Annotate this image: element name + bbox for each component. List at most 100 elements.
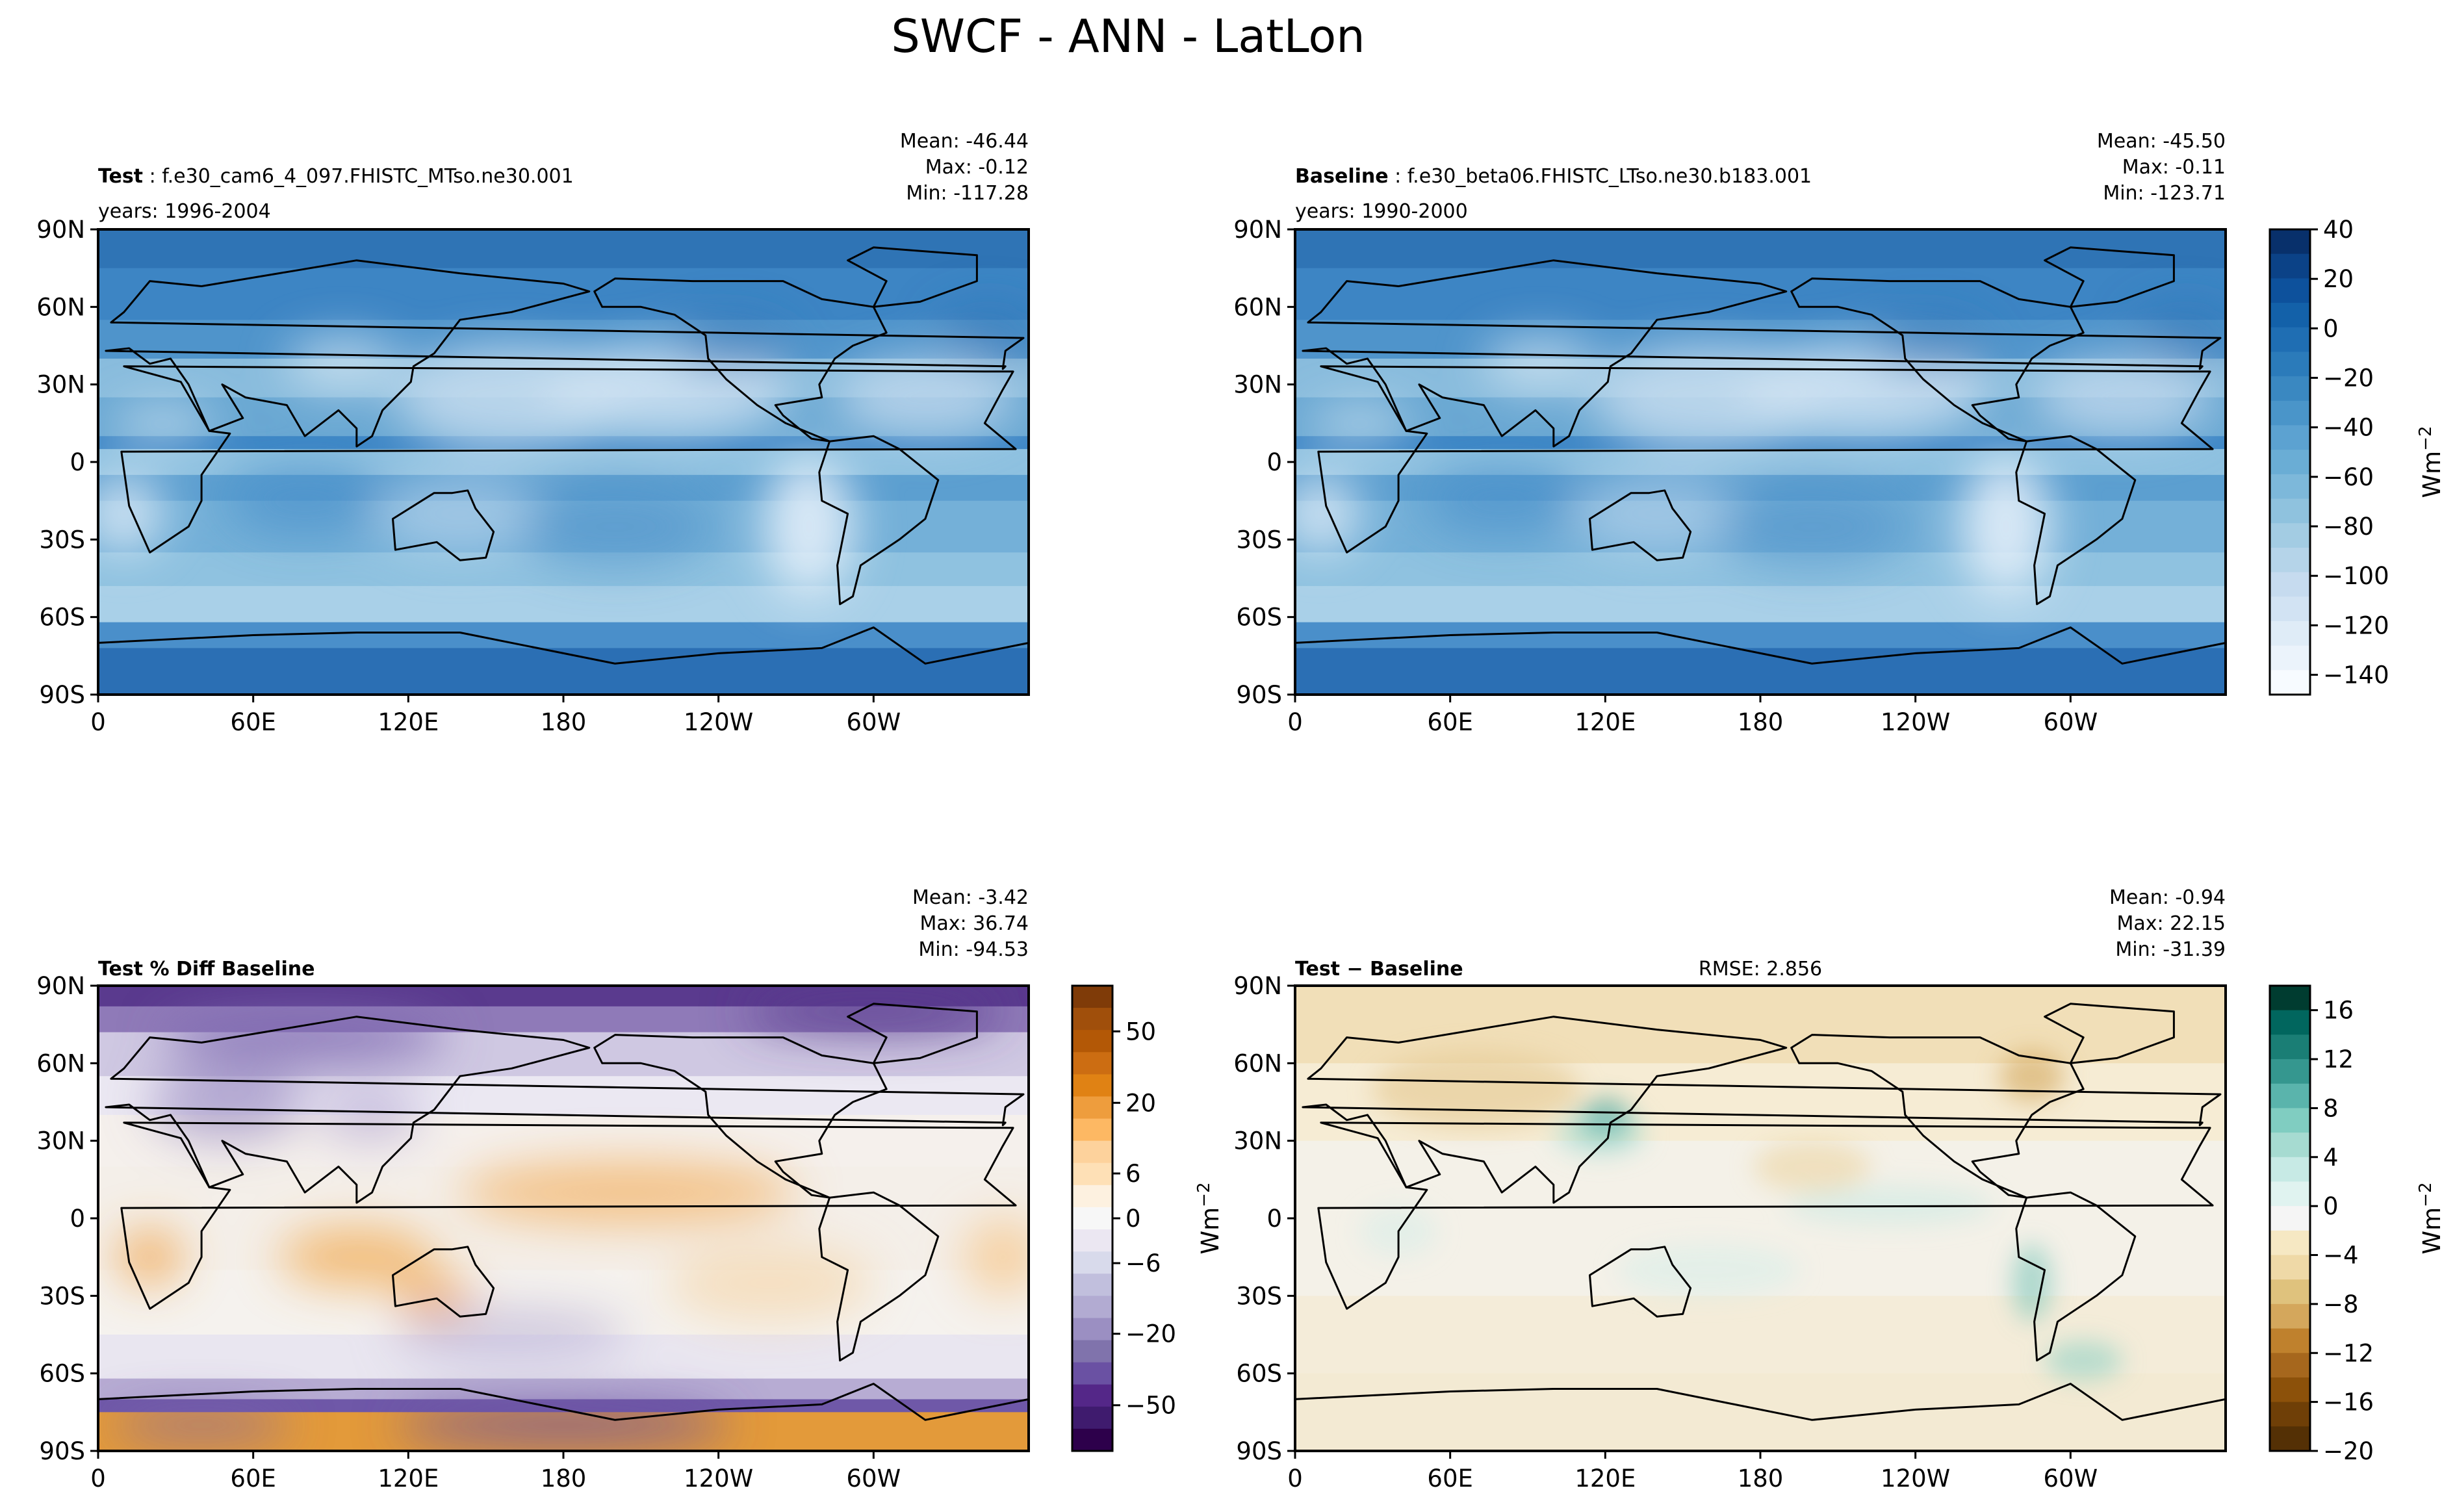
colorbar-swatch bbox=[2270, 425, 2310, 451]
panel-title: Test % Diff Baseline bbox=[98, 958, 315, 980]
colorbar-swatch bbox=[2270, 253, 2310, 279]
lat-tick-label: 30N bbox=[36, 371, 85, 399]
colorbar-swatch bbox=[1072, 1318, 1112, 1341]
lon-tick-label: 60E bbox=[230, 708, 276, 736]
colorbar-swatch bbox=[2270, 1034, 2310, 1060]
lat-tick-label: 30S bbox=[39, 526, 85, 554]
colorbar-swatch bbox=[1072, 1030, 1112, 1053]
colorbar-swatch bbox=[2270, 1328, 2310, 1354]
colorbar-swatch bbox=[2270, 670, 2310, 695]
panel-rmse: RMSE: 2.856 bbox=[1699, 958, 1822, 980]
panel-stat-max: Max: 36.74 bbox=[919, 912, 1029, 935]
colorbar-swatch bbox=[1072, 1207, 1112, 1231]
panel-case-name: : f.e30_cam6_4_097.FHISTC_MTso.ne30.001 bbox=[143, 165, 574, 188]
colorbar-swatch bbox=[2270, 1426, 2310, 1452]
colorbar-swatch bbox=[2270, 400, 2310, 426]
lon-tick-label: 120W bbox=[684, 1465, 753, 1493]
colorbar-tick-label: −8 bbox=[2323, 1290, 2359, 1318]
colorbar-swatch bbox=[2270, 1083, 2310, 1109]
lon-tick-label: 120W bbox=[1881, 708, 1950, 736]
panel-stat-min: Min: -123.71 bbox=[2103, 182, 2226, 205]
lon-tick-label: 180 bbox=[541, 1465, 587, 1493]
lon-tick-label: 60E bbox=[230, 1465, 276, 1493]
colorbar-tick-label: −20 bbox=[1125, 1320, 1176, 1348]
lon-tick-label: 60E bbox=[1427, 708, 1472, 736]
colorbar-tick-label: −12 bbox=[2323, 1339, 2374, 1367]
lon-tick-label: 120W bbox=[1881, 1465, 1950, 1493]
colorbar-2: 50 20 6 0 −6 −20 −50 bbox=[1071, 984, 1176, 1452]
colorbar-tick-label: 20 bbox=[1125, 1089, 1156, 1117]
colorbar-tick-label: 4 bbox=[2323, 1144, 2339, 1172]
colorbar-tick-label: 12 bbox=[2323, 1045, 2354, 1073]
lon-tick-label: 60W bbox=[846, 708, 901, 736]
lon-tick-label: 180 bbox=[1738, 1465, 1784, 1493]
colorbar-swatch bbox=[2270, 1303, 2310, 1329]
colorbar-swatch bbox=[2270, 450, 2310, 475]
panel-stat-min: Min: -94.53 bbox=[918, 938, 1029, 961]
coastlines bbox=[98, 246, 1029, 695]
lat-tick-label: 90S bbox=[39, 681, 85, 709]
colorbar-swatch bbox=[2270, 1353, 2310, 1378]
panel-stat-max: Max: -0.12 bbox=[925, 156, 1029, 179]
colorbar-swatch bbox=[2270, 303, 2310, 328]
coastlines bbox=[1295, 246, 2226, 695]
lat-tick-label: 30S bbox=[1236, 1282, 1282, 1310]
lat-tick-label: 60S bbox=[39, 1360, 85, 1388]
lat-tick-label: 30S bbox=[39, 1282, 85, 1310]
colorbar-swatch bbox=[2270, 621, 2310, 647]
lon-tick-label: 120E bbox=[1575, 708, 1636, 736]
lon-tick-label: 0 bbox=[1287, 708, 1303, 736]
colorbar-swatch bbox=[2270, 1230, 2310, 1256]
colorbar-swatch bbox=[1072, 1008, 1112, 1031]
colorbar-swatch bbox=[1072, 1118, 1112, 1142]
lat-tick-label: 60N bbox=[1233, 293, 1282, 321]
colorbar-swatch bbox=[2270, 572, 2310, 598]
colorbar-swatch bbox=[2270, 229, 2310, 255]
lat-tick-label: 60S bbox=[1236, 1360, 1282, 1388]
lon-tick-label: 180 bbox=[541, 708, 587, 736]
lat-tick-label: 60N bbox=[36, 1049, 85, 1077]
colorbar-swatch bbox=[1072, 1251, 1112, 1275]
panel-stat-mean: Mean: -0.94 bbox=[2109, 886, 2226, 909]
lat-tick-label: 0 bbox=[1266, 448, 1282, 476]
lon-tick-label: 120W bbox=[684, 708, 753, 736]
colorbar-swatch bbox=[1072, 1052, 1112, 1075]
colorbar-swatch bbox=[1072, 1274, 1112, 1297]
lon-tick-label: 60W bbox=[2043, 708, 2098, 736]
colorbar-swatch bbox=[2270, 1279, 2310, 1305]
panel-title: Baseline : f.e30_beta06.FHISTC_LTso.ne30… bbox=[1295, 165, 1812, 188]
panel-stat-mean: Mean: -45.50 bbox=[2097, 130, 2226, 153]
colorbar-swatch bbox=[2270, 1206, 2310, 1231]
lat-tick-label: 30N bbox=[1233, 371, 1282, 399]
colorbar-swatch bbox=[1072, 1406, 1112, 1429]
colorbar-swatch bbox=[1072, 1185, 1112, 1208]
field-image bbox=[98, 986, 1029, 1451]
panel-title-bold: Test bbox=[98, 165, 143, 188]
colorbar-tick-label: −20 bbox=[2323, 1437, 2374, 1465]
colorbar-tick-label: 0 bbox=[2323, 1192, 2339, 1220]
panel-stat-max: Max: -0.11 bbox=[2122, 156, 2226, 179]
colorbar-swatch bbox=[1072, 1096, 1112, 1120]
panel-title: Test − Baseline bbox=[1295, 958, 1463, 980]
colorbar-swatch bbox=[2270, 1255, 2310, 1281]
colorbar-swatch bbox=[2270, 1377, 2310, 1403]
lon-tick-label: 180 bbox=[1738, 708, 1784, 736]
colorbar-swatch bbox=[2270, 1157, 2310, 1183]
colorbar-swatch bbox=[2270, 596, 2310, 622]
lat-tick-label: 90N bbox=[1233, 972, 1282, 1000]
colorbar-3: 16 12 8 4 0 −4 −8 −12 −16 −20 Wm−2 bbox=[2269, 984, 2446, 1465]
lon-tick-label: 120E bbox=[378, 1465, 439, 1493]
colorbar-swatch bbox=[1072, 1296, 1112, 1319]
lat-tick-label: 90S bbox=[39, 1437, 85, 1465]
colorbar-tick-label: 0 bbox=[1125, 1205, 1141, 1233]
colorbar-swatch bbox=[2270, 474, 2310, 500]
colorbar-swatch bbox=[2270, 278, 2310, 304]
lat-tick-label: 30N bbox=[36, 1127, 85, 1155]
colorbar-swatch bbox=[1072, 1384, 1112, 1407]
lat-tick-label: 60S bbox=[1236, 604, 1282, 632]
colorbar-swatch bbox=[2270, 523, 2310, 548]
colorbar-tick-label: −20 bbox=[2323, 364, 2374, 392]
colorbar-tick-label: 16 bbox=[2323, 997, 2354, 1025]
